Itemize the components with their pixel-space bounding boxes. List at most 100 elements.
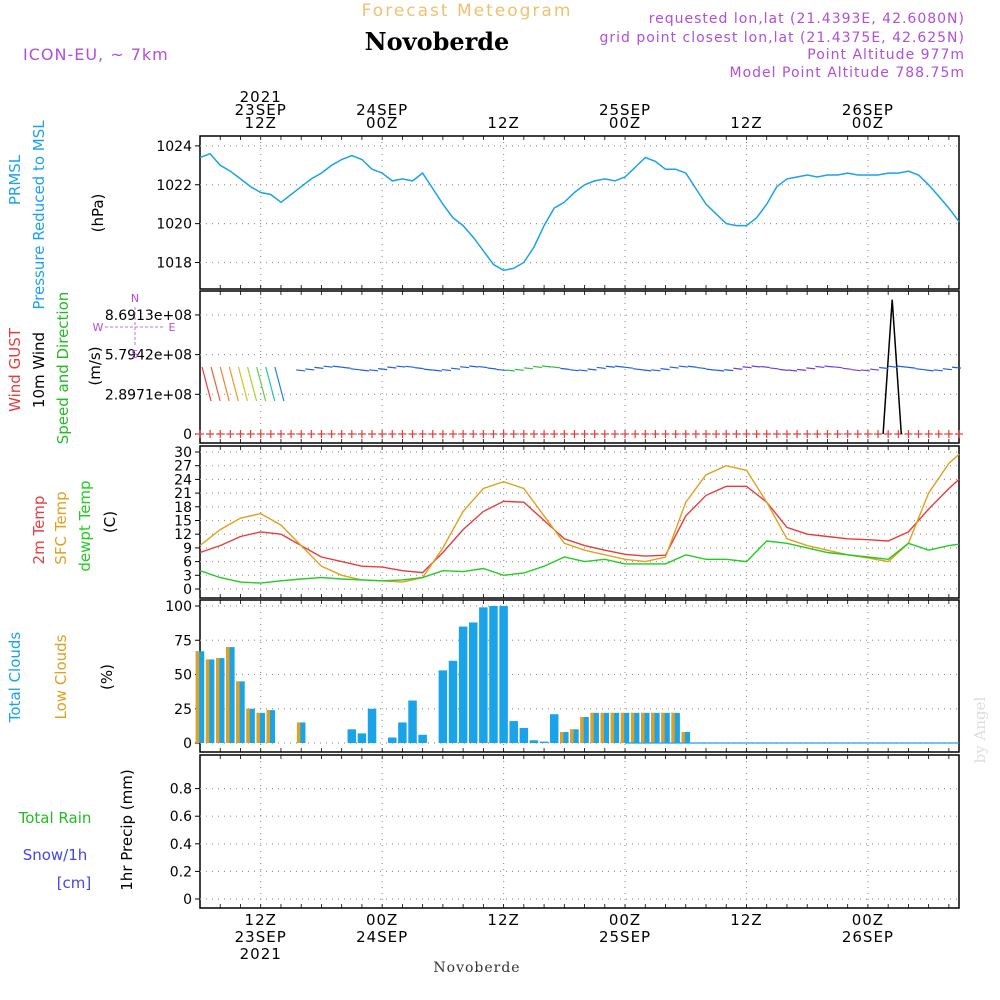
wind-direction-arrow (787, 369, 798, 372)
wind-direction-arrow (246, 366, 258, 402)
wind-direction-arrow (879, 366, 889, 370)
wind-direction-arrow (842, 367, 852, 370)
axis-label-2m-temp: 2m Temp (30, 496, 48, 565)
cloud-bar-total (600, 712, 610, 743)
y-tick-label: 15 (174, 514, 192, 530)
wind-direction-arrow (633, 368, 643, 371)
series-line-2m-temp (199, 478, 960, 574)
wind-direction-arrow (760, 365, 770, 369)
time-tick-label-bottom: 25SEP (599, 928, 651, 946)
y-tick-label: 24 (174, 472, 192, 488)
wind-direction-arrow (350, 368, 360, 371)
wind-direction-arrow (888, 365, 898, 368)
y-tick-label: 75 (174, 633, 192, 649)
wind-direction-arrow (523, 367, 533, 370)
y-tick-label: 0.2 (170, 864, 192, 880)
cloud-bar-low (246, 708, 250, 743)
cloud-bar-low (630, 712, 635, 743)
wind-direction-arrow (578, 369, 588, 372)
cloud-bar-total (610, 712, 620, 743)
axis-unit-ms: (m/s) (86, 346, 104, 385)
cloud-bar-total (539, 741, 549, 743)
y-tick-label: 18 (174, 500, 192, 516)
wind-direction-arrow (441, 368, 451, 372)
model-label: ICON-EU, ~ 7km (23, 45, 169, 64)
wind-direction-arrow (733, 367, 743, 370)
wind-direction-arrow (833, 366, 843, 369)
y-tick-label: 0 (183, 427, 192, 443)
cloud-bar-total (681, 732, 691, 743)
wind-direction-arrow (228, 366, 239, 402)
cloud-bar-total (620, 712, 630, 743)
y-tick-label: 100 (165, 599, 192, 615)
credit-label: by Angel (971, 696, 989, 763)
wind-direction-arrow (815, 365, 825, 369)
wind-direction-arrow (696, 366, 707, 370)
wind-direction-arrow (359, 369, 370, 372)
wind-direction-arrow (951, 366, 962, 369)
cloud-bar-low (266, 710, 270, 743)
cloud-bar-low (610, 712, 615, 743)
compass-n-label: N (131, 292, 139, 305)
wind-direction-arrow (305, 368, 315, 371)
wind-direction-arrow (860, 369, 870, 372)
wind-direction-arrow (642, 369, 652, 372)
cloud-bar-total (499, 606, 508, 743)
cloud-bar-total (560, 732, 569, 743)
wind-direction-arrow (942, 368, 952, 371)
requested-coords: requested lon,lat (21.4393E, 42.6080N) (649, 11, 965, 27)
time-tick-label-bottom: 2021 (240, 945, 282, 963)
axis-label-snow-unit: [cm] (57, 874, 92, 892)
time-tick-label-top: 26SEP (842, 101, 894, 119)
cloud-bar-low (580, 716, 584, 743)
axis-label-10m-wind: 10m Wind (30, 332, 48, 408)
series-line-sfc-temp (199, 453, 960, 583)
cloud-bar-total (205, 659, 215, 743)
y-tick-label: 1024 (156, 139, 192, 155)
wind-direction-arrow (387, 366, 397, 369)
cloud-bar-total (580, 716, 589, 743)
series-line-prmsl (199, 152, 960, 272)
wind-direction-arrow (532, 365, 543, 369)
y-tick-label: 25 (174, 702, 192, 718)
wind-direction-arrow (265, 366, 276, 402)
cloud-bar-total (215, 658, 225, 743)
cloud-bar-total (226, 647, 235, 743)
cloud-bar-low (590, 712, 594, 743)
time-tick-label-bottom: 00Z (609, 911, 641, 929)
wind-direction-arrow (551, 366, 561, 369)
wind-direction-arrow (824, 365, 834, 368)
cloud-bar-total (408, 700, 417, 743)
axis-label-total-rain: Total Rain (18, 809, 92, 827)
axis-label-snow: Snow/1h (23, 846, 88, 864)
chart-subtitle: Forecast Meteogram (362, 1, 573, 21)
cloud-bar-low (661, 712, 665, 743)
y-tick-label: 3 (183, 568, 192, 584)
wind-direction-arrow (660, 368, 670, 371)
model-altitude: Model Point Altitude 788.75m (730, 65, 965, 81)
cloud-bar-total (347, 729, 357, 743)
time-tick-label-top: 24SEP (356, 101, 408, 119)
wind-direction-arrow (405, 365, 415, 368)
panel-frame (199, 754, 960, 909)
wind-direction-arrow (460, 366, 470, 369)
wind-direction-arrow (587, 368, 597, 371)
wind-direction-arrow (715, 369, 725, 372)
cloud-bar-low (296, 722, 301, 743)
y-tick-label: 0 (183, 736, 192, 752)
cloud-bar-low (620, 712, 625, 743)
cloud-bar-total (266, 710, 276, 743)
cloud-bar-total (529, 740, 539, 743)
cloud-bar-total (590, 712, 599, 743)
compass-w-label: W (93, 321, 104, 334)
axis-unit-precip: 1hr Precip (mm) (118, 769, 136, 890)
time-tick-label-top: 23SEP (235, 101, 287, 119)
cloud-bar-total (458, 626, 468, 743)
time-tick-label-bottom: 12Z (730, 911, 762, 929)
cloud-bar-total (367, 708, 377, 743)
wind-direction-arrow (478, 365, 488, 369)
wind-direction-arrow (505, 369, 515, 372)
wind-direction-arrow (605, 365, 615, 368)
time-tick-label-top: 2021 (240, 88, 282, 106)
